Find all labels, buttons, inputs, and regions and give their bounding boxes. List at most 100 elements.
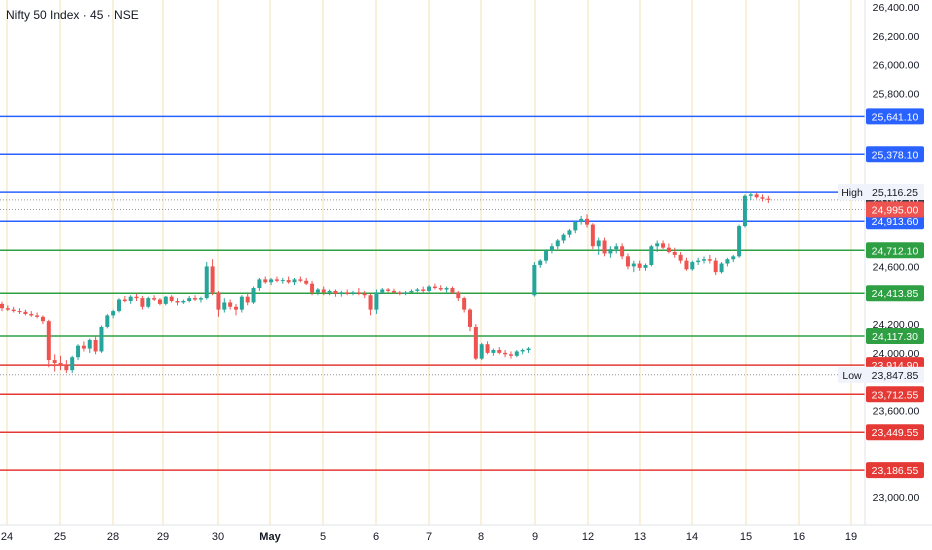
candle[interactable] [64, 360, 69, 374]
candle[interactable] [690, 260, 695, 271]
candle[interactable] [257, 277, 262, 291]
candle[interactable] [310, 280, 315, 296]
candle[interactable] [497, 347, 502, 355]
candle[interactable] [128, 295, 133, 304]
candle[interactable] [602, 237, 607, 257]
candle[interactable] [169, 295, 174, 303]
candle[interactable] [5, 305, 10, 312]
candle[interactable] [421, 286, 426, 293]
candle[interactable] [520, 348, 525, 355]
candle[interactable] [666, 243, 671, 254]
candle[interactable] [438, 285, 443, 291]
candle[interactable] [356, 288, 361, 296]
candle[interactable] [204, 262, 209, 300]
candle[interactable] [117, 298, 121, 313]
candle[interactable] [561, 233, 566, 244]
candle[interactable] [491, 348, 496, 356]
candle[interactable] [210, 259, 215, 296]
candle[interactable] [514, 350, 519, 358]
candle[interactable] [538, 259, 543, 268]
candle[interactable] [409, 289, 414, 294]
candle[interactable] [140, 295, 145, 310]
candle[interactable] [11, 306, 16, 313]
candle[interactable] [473, 324, 478, 361]
candle[interactable] [111, 309, 116, 319]
candle[interactable] [748, 192, 753, 201]
candle[interactable] [187, 295, 192, 303]
candle[interactable] [292, 277, 297, 286]
candle[interactable] [304, 277, 309, 286]
candle[interactable] [17, 308, 22, 314]
candle[interactable] [105, 313, 110, 329]
candle[interactable] [351, 290, 355, 296]
candle[interactable] [479, 342, 484, 361]
candle[interactable] [415, 288, 420, 293]
candle[interactable] [315, 288, 320, 296]
candle[interactable] [368, 293, 373, 316]
candle[interactable] [333, 289, 338, 297]
candle[interactable] [444, 286, 449, 293]
candle[interactable] [339, 290, 344, 297]
candle[interactable] [544, 249, 549, 264]
candle[interactable] [234, 303, 238, 316]
candle[interactable] [585, 214, 589, 228]
candle[interactable] [239, 295, 244, 313]
candle[interactable] [175, 298, 180, 306]
candle[interactable] [462, 296, 467, 313]
candle[interactable] [157, 298, 162, 306]
candle[interactable] [661, 240, 666, 250]
candle[interactable] [450, 286, 455, 294]
candle[interactable] [403, 290, 408, 296]
candle[interactable] [374, 289, 379, 314]
candle[interactable] [579, 215, 584, 225]
candle[interactable] [163, 295, 168, 306]
candle[interactable] [684, 257, 689, 271]
candle[interactable] [508, 351, 513, 359]
candle[interactable] [122, 295, 127, 303]
candle[interactable] [134, 293, 139, 301]
candle[interactable] [742, 194, 747, 228]
candle[interactable] [625, 253, 630, 270]
candle[interactable] [251, 286, 256, 304]
candle[interactable] [608, 246, 613, 258]
candle[interactable] [52, 354, 57, 372]
candle[interactable] [70, 355, 75, 374]
candle[interactable] [760, 194, 765, 202]
candle[interactable] [146, 296, 151, 309]
candle[interactable] [573, 220, 578, 234]
candle[interactable] [555, 239, 560, 250]
candle[interactable] [87, 338, 92, 353]
candle[interactable] [216, 290, 221, 317]
candle[interactable] [298, 276, 303, 283]
candle[interactable] [620, 243, 625, 260]
candle[interactable] [152, 295, 157, 301]
candle[interactable] [245, 292, 250, 306]
candle[interactable] [468, 308, 472, 332]
candle[interactable] [0, 301, 4, 312]
candle[interactable] [386, 288, 391, 293]
candle[interactable] [181, 299, 186, 304]
candle[interactable] [23, 309, 28, 316]
candle[interactable] [397, 290, 402, 296]
candle[interactable] [193, 295, 198, 301]
candle[interactable] [696, 257, 701, 265]
candle[interactable] [596, 237, 601, 255]
candle[interactable] [93, 335, 98, 355]
candle[interactable] [345, 289, 350, 296]
candle[interactable] [678, 252, 683, 264]
candle[interactable] [274, 276, 279, 283]
candle[interactable] [719, 262, 724, 274]
candle[interactable] [222, 298, 227, 313]
candle[interactable] [649, 244, 654, 267]
candle[interactable] [29, 311, 34, 317]
candle[interactable] [46, 319, 51, 368]
candle[interactable] [427, 285, 432, 293]
candle[interactable] [725, 257, 730, 267]
candle[interactable] [286, 276, 291, 284]
candle[interactable] [655, 240, 660, 252]
candle[interactable] [81, 341, 86, 352]
candle[interactable] [198, 296, 203, 303]
candle[interactable] [485, 341, 490, 355]
candle[interactable] [702, 256, 706, 264]
